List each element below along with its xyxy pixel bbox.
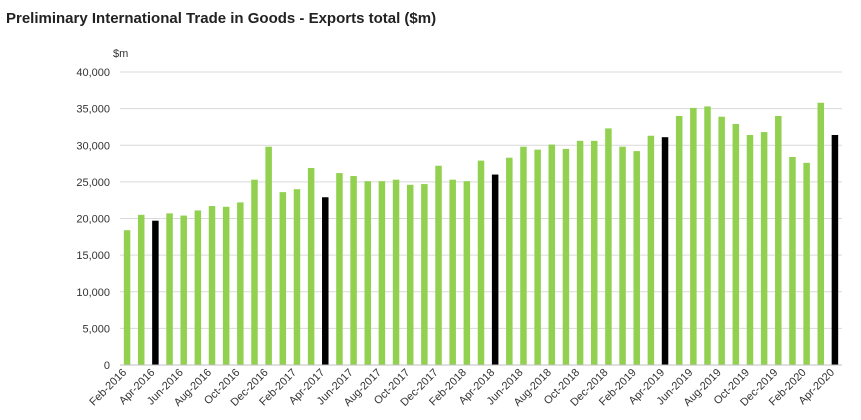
bar-may-2019 [675, 115, 683, 365]
bar-sep-2016 [222, 206, 230, 365]
y-tick-label: 5,000 [82, 323, 110, 335]
bar-feb-2018 [463, 181, 471, 365]
bar-jul-2017 [364, 181, 371, 365]
bar-jul-2019 [704, 106, 711, 366]
bar-sep-2017 [392, 179, 400, 365]
bar-apr-2016 [152, 220, 159, 365]
y-axis-ticks: 0 5,000 10,000 15,000 20,000 25,000 30,000 35,0… [76, 67, 110, 372]
bar-dec-2018 [605, 128, 612, 365]
y-tick-label: 0 [104, 360, 110, 372]
bars [123, 102, 839, 366]
bar-jan-2020 [789, 156, 796, 365]
bar-aug-2016 [208, 206, 216, 365]
bar-jun-2019 [690, 107, 697, 365]
bar-mar-2018 [477, 160, 485, 365]
bar-nov-2017 [421, 184, 428, 365]
bar-jan-2017 [279, 192, 287, 365]
bar-may-2017 [336, 173, 343, 365]
bar-nov-2018 [591, 140, 598, 365]
bar-jun-2018 [520, 146, 527, 365]
bar-apr-2018 [491, 174, 499, 365]
y-tick-label: 10,000 [76, 287, 110, 299]
bar-mar-2016 [137, 214, 145, 365]
bar-feb-2017 [293, 189, 301, 365]
bar-aug-2017 [378, 181, 386, 365]
bar-oct-2016 [237, 202, 244, 365]
bar-jun-2017 [350, 176, 357, 365]
bar-apr-2020 [831, 134, 839, 365]
y-tick-label: 25,000 [76, 177, 110, 189]
bar-sep-2019 [732, 124, 740, 365]
bar-sep-2018 [562, 148, 570, 365]
bar-dec-2019 [775, 115, 782, 365]
y-axis-unit-label: $m [113, 48, 128, 60]
bar-nov-2019 [760, 132, 768, 365]
bar-dec-2016 [265, 146, 272, 365]
bar-apr-2019 [661, 137, 669, 365]
bar-jan-2019 [619, 146, 626, 365]
bar-feb-2016 [123, 230, 131, 365]
bar-oct-2017 [406, 184, 414, 365]
y-tick-label: 35,000 [76, 104, 110, 116]
bar-mar-2019 [647, 135, 655, 365]
y-tick-label: 15,000 [76, 250, 110, 262]
bar-oct-2019 [746, 134, 754, 365]
bar-dec-2017 [435, 165, 442, 365]
bar-feb-2020 [803, 162, 810, 365]
bar-jul-2016 [194, 210, 202, 365]
bar-may-2018 [506, 157, 513, 365]
bar-aug-2018 [548, 144, 556, 365]
y-tick-label: 40,000 [76, 67, 110, 79]
bar-jul-2018 [534, 149, 541, 365]
bar-mar-2017 [307, 167, 315, 365]
bar-may-2016 [166, 213, 173, 365]
bar-feb-2019 [633, 151, 640, 365]
bar-aug-2019 [718, 116, 725, 366]
bar-oct-2018 [576, 140, 584, 365]
chart-title: Preliminary International Trade in Goods… [6, 10, 437, 27]
y-tick-label: 30,000 [76, 140, 110, 152]
x-axis-ticks: Feb-2016Apr-2016Jun-2016Aug-2016Oct-2016… [87, 367, 837, 409]
bar-nov-2016 [251, 179, 258, 365]
bar-mar-2020 [817, 102, 825, 365]
bar-apr-2017 [322, 197, 329, 365]
y-tick-label: 20,000 [76, 214, 110, 226]
bar-jun-2016 [180, 215, 187, 365]
bar-jan-2018 [449, 179, 456, 365]
